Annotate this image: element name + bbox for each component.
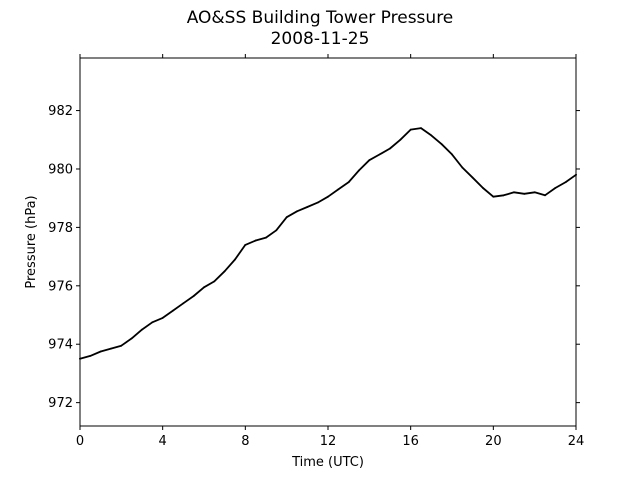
x-tick-label: 8 [241, 434, 249, 449]
data-point [234, 258, 236, 261]
data-point [440, 143, 443, 146]
data-point [533, 191, 536, 194]
data-point [110, 347, 112, 350]
data-point [492, 195, 495, 198]
data-point [99, 350, 102, 353]
data-point [223, 270, 226, 273]
x-tick-label: 0 [76, 434, 84, 449]
data-point [182, 302, 185, 305]
data-point [151, 321, 154, 324]
plot-frame [79, 57, 577, 427]
data-point [161, 317, 164, 319]
x-tick-label: 20 [485, 434, 502, 449]
data-point [306, 206, 309, 208]
data-point [358, 169, 360, 172]
data-point [482, 187, 484, 189]
data-point [347, 181, 350, 184]
data-point [575, 173, 577, 176]
data-point [399, 138, 402, 141]
data-point [420, 127, 422, 129]
data-point [378, 153, 381, 156]
data-point [451, 153, 453, 156]
data-point [544, 194, 546, 197]
data-point [513, 191, 515, 194]
data-point [244, 244, 247, 246]
data-point [368, 159, 371, 162]
y-tick-label: 972 [48, 396, 73, 411]
y-tick-label: 974 [48, 338, 73, 353]
data-point [89, 355, 92, 357]
x-tick-label: 24 [568, 434, 585, 449]
data-point [389, 147, 391, 150]
y-axis-label: Pressure (hPa) [24, 195, 39, 288]
data-point [172, 309, 174, 312]
data-point [471, 176, 474, 179]
pressure-series-line [79, 127, 577, 360]
data-point [554, 187, 557, 189]
data-point [254, 239, 257, 242]
data-point [523, 192, 526, 195]
data-point [285, 216, 288, 219]
data-point [337, 188, 340, 191]
y-tick-label: 978 [48, 221, 73, 236]
data-point [275, 229, 278, 232]
data-point [409, 128, 412, 131]
x-tick-label: 12 [320, 434, 337, 449]
data-point [203, 286, 205, 289]
data-point [461, 166, 464, 169]
y-tick-label: 976 [48, 279, 73, 294]
data-point [296, 210, 298, 213]
chart-title: AO&SS Building Tower Pressure [186, 8, 454, 28]
y-tick-label: 980 [48, 162, 73, 177]
data-point [79, 357, 81, 360]
data-point [120, 344, 123, 347]
data-point [564, 181, 567, 184]
data-point [327, 195, 329, 198]
data-point [213, 280, 216, 283]
x-tick-label: 4 [159, 434, 167, 449]
chart-subtitle: 2008-11-25 [270, 29, 370, 49]
series-layer [79, 127, 577, 360]
x-axis-label: Time (UTC) [291, 455, 364, 470]
data-point [316, 201, 319, 204]
y-tick-label: 982 [48, 104, 73, 119]
x-tick-label: 16 [402, 434, 419, 449]
data-point [141, 328, 143, 331]
data-point [265, 236, 267, 239]
data-point [130, 337, 133, 340]
data-point [192, 295, 195, 297]
axis-ticks: 0 4 8 12 16 20 24 972 974 976 978 980 982 [48, 54, 584, 449]
data-point [502, 194, 505, 197]
data-point [430, 134, 433, 137]
